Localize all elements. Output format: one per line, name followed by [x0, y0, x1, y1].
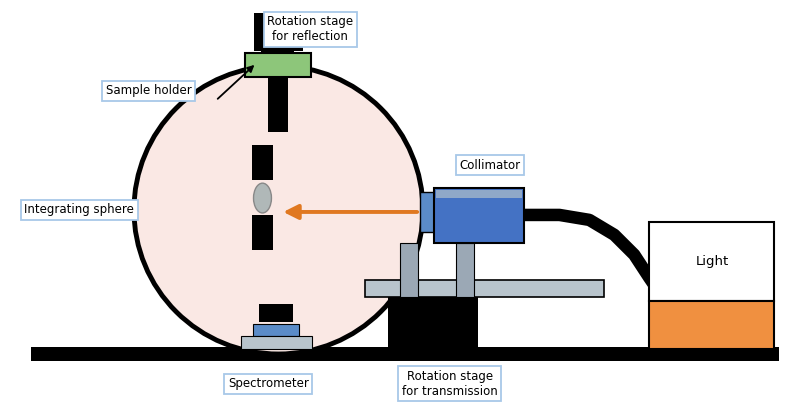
Bar: [456, 243, 474, 297]
Bar: [245, 53, 312, 77]
Bar: [252, 215, 274, 250]
Text: Rotation stage
for transmission: Rotation stage for transmission: [402, 370, 498, 398]
Bar: [365, 279, 604, 297]
Bar: [436, 190, 521, 198]
Bar: [253, 324, 299, 336]
Bar: [240, 336, 312, 349]
Bar: [258, 304, 294, 322]
Bar: [269, 77, 288, 131]
Bar: [420, 192, 434, 232]
Bar: [261, 36, 295, 76]
Text: Spectrometer: Spectrometer: [228, 377, 309, 390]
Text: Rotation stage
for reflection: Rotation stage for reflection: [267, 15, 353, 43]
Bar: [252, 145, 274, 180]
Bar: [649, 301, 774, 349]
Bar: [649, 222, 774, 301]
Bar: [400, 243, 418, 297]
Bar: [253, 13, 303, 51]
Text: Integrating sphere: Integrating sphere: [24, 204, 134, 216]
Text: Sample holder: Sample holder: [106, 84, 192, 97]
Bar: [434, 188, 524, 243]
Circle shape: [134, 66, 423, 354]
Text: Light: Light: [696, 255, 729, 268]
Text: Collimator: Collimator: [459, 159, 521, 172]
Bar: [31, 347, 779, 361]
Ellipse shape: [253, 183, 271, 213]
Bar: [388, 295, 478, 350]
